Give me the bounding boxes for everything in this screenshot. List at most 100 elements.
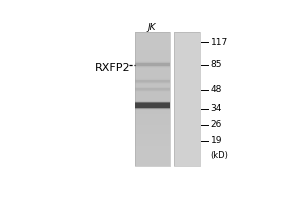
Bar (135, 104, 170, 105)
Bar (135, 32, 170, 166)
Bar (173, 156, 200, 157)
Bar (173, 57, 200, 58)
Bar (173, 72, 200, 74)
Bar (173, 85, 200, 87)
Bar (135, 69, 170, 70)
Bar (135, 72, 170, 74)
Bar (135, 53, 170, 55)
Bar (173, 50, 200, 52)
Bar (135, 161, 170, 162)
Bar (173, 104, 200, 105)
Bar (135, 142, 170, 144)
Bar (173, 114, 200, 115)
Bar (173, 75, 200, 77)
Bar (135, 42, 170, 43)
Text: (kD): (kD) (211, 151, 229, 160)
Bar (173, 32, 200, 33)
Bar (173, 127, 200, 129)
Bar (173, 161, 200, 162)
Bar (173, 33, 200, 35)
Bar (173, 40, 200, 42)
Bar (135, 75, 170, 77)
Bar (135, 120, 170, 122)
Bar (135, 62, 170, 64)
Bar (173, 87, 200, 89)
Bar (135, 70, 170, 72)
Bar (173, 45, 200, 47)
Bar (135, 85, 170, 87)
Bar (173, 112, 200, 114)
Bar (135, 37, 170, 38)
Bar (135, 100, 170, 102)
Bar (135, 67, 170, 69)
Bar (173, 65, 200, 67)
Bar (135, 40, 170, 42)
Bar (135, 50, 170, 52)
Bar (173, 58, 200, 60)
Bar (135, 95, 170, 97)
Bar (173, 94, 200, 95)
Bar (173, 134, 200, 136)
Bar (135, 45, 170, 47)
Bar (135, 105, 170, 107)
Bar (173, 139, 200, 141)
Bar (135, 55, 170, 57)
Bar (173, 162, 200, 164)
Bar (173, 144, 200, 146)
Bar (135, 38, 170, 40)
Bar (173, 154, 200, 156)
Bar (135, 124, 170, 125)
Text: 26: 26 (211, 120, 222, 129)
Bar (135, 80, 170, 82)
Bar (173, 84, 200, 85)
Bar (135, 64, 170, 65)
Bar (173, 53, 200, 55)
Bar (135, 137, 170, 139)
Bar (135, 57, 170, 58)
Bar (135, 110, 170, 112)
Bar (173, 164, 200, 166)
Bar (173, 43, 200, 45)
Bar (135, 149, 170, 151)
Bar (173, 64, 200, 65)
Bar (135, 107, 170, 109)
Bar (173, 89, 200, 90)
Bar (135, 129, 170, 131)
Bar (173, 52, 200, 53)
Text: 19: 19 (211, 136, 222, 145)
Bar (173, 37, 200, 38)
Bar (135, 109, 170, 110)
Bar (135, 139, 170, 141)
Bar (135, 89, 170, 90)
Bar (173, 70, 200, 72)
Bar (135, 35, 170, 37)
Bar (173, 124, 200, 125)
Bar (135, 87, 170, 89)
Bar (173, 119, 200, 120)
Bar (135, 97, 170, 99)
Bar (173, 110, 200, 112)
Bar (173, 79, 200, 80)
Bar (173, 149, 200, 151)
Bar (173, 141, 200, 142)
Bar (135, 154, 170, 156)
Bar (173, 100, 200, 102)
Bar (135, 134, 170, 136)
Bar (173, 82, 200, 84)
Bar (173, 74, 200, 75)
Bar (135, 157, 170, 159)
Bar (173, 47, 200, 48)
Bar (135, 58, 170, 60)
Bar (173, 120, 200, 122)
Bar (135, 112, 170, 114)
Bar (135, 79, 170, 80)
Bar (173, 117, 200, 119)
Bar (173, 32, 200, 166)
Bar (173, 129, 200, 131)
Bar (135, 84, 170, 85)
Bar (173, 62, 200, 64)
Bar (135, 151, 170, 152)
Bar (173, 95, 200, 97)
Text: 34: 34 (211, 104, 222, 113)
Bar (173, 157, 200, 159)
